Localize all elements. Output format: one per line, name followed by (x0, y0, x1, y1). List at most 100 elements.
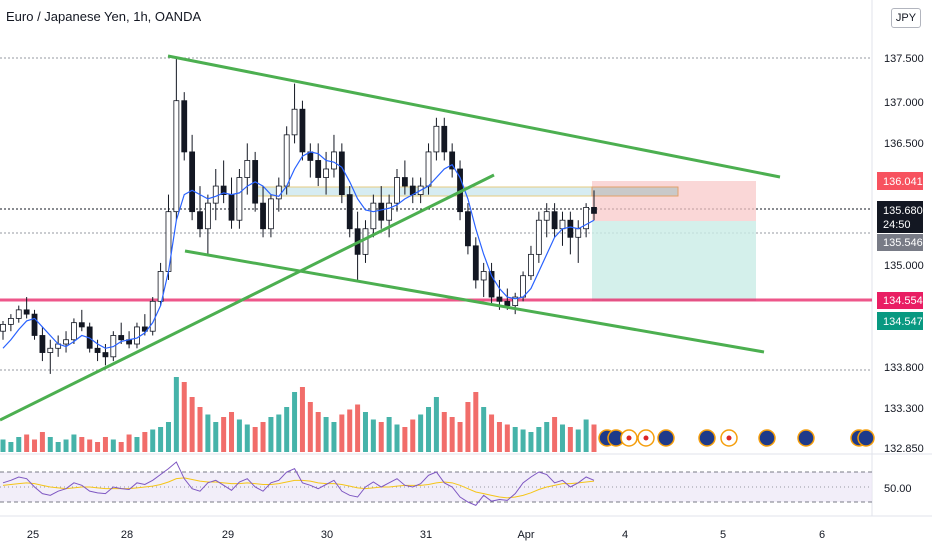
event-flag-icon-eu[interactable] (797, 429, 815, 447)
stop-price-badge (877, 172, 923, 190)
candle-body (118, 335, 125, 341)
stop-price-label: 136.041 (883, 176, 923, 188)
event-flag-icon-eu[interactable] (657, 429, 675, 447)
volume-bar (292, 392, 298, 452)
volume-bar (79, 437, 85, 452)
events-row[interactable] (598, 429, 875, 447)
currency-button[interactable]: JPY (891, 8, 921, 28)
volume-bar (118, 442, 124, 452)
event-flag-icon-eu[interactable] (758, 429, 776, 447)
volume-bar (315, 412, 321, 452)
y-tick-label: 132.850 (884, 443, 924, 455)
x-tick-label: 5 (720, 529, 726, 541)
candle-body (331, 151, 337, 170)
line-price-badge (877, 292, 923, 309)
volume-bar (87, 439, 93, 452)
candle-body (23, 309, 30, 315)
take-profit-zone[interactable] (592, 221, 756, 301)
candle-body (220, 185, 227, 196)
upper-channel-line[interactable] (167, 54, 781, 179)
candle-body (283, 134, 290, 187)
x-tick-label: 31 (420, 529, 432, 541)
candle-body (338, 151, 345, 196)
volume-bar (355, 404, 361, 452)
candle-body (268, 198, 274, 230)
volume-bar (520, 429, 526, 452)
y-tick-label: 135.000 (884, 260, 924, 272)
candle-body (551, 211, 558, 230)
volume-bar (433, 397, 439, 452)
candle-body (0, 323, 6, 332)
time-axis[interactable]: 25 28 29 30 31 Apr 4 5 6 (27, 529, 825, 541)
candle-body (260, 202, 266, 230)
target-price-label: 134.547 (883, 316, 923, 328)
volume-bar (165, 422, 171, 452)
volume-bar (0, 439, 6, 452)
candle-body (71, 322, 77, 341)
candle-body (275, 185, 282, 200)
volume-bar (418, 414, 424, 452)
volume-bar (473, 392, 479, 452)
price-axis[interactable]: 137.500 137.000 136.500 135.000 133.800 … (884, 53, 924, 495)
volume-bar (481, 407, 487, 452)
volume-bar (189, 397, 195, 452)
last-price-badge (877, 201, 923, 233)
candle-body (7, 317, 14, 325)
volume-bar (71, 434, 77, 452)
volume-bar (347, 409, 353, 452)
volume-bar (559, 424, 565, 452)
line-price-label: 134.554 (883, 295, 923, 307)
event-flag-icon-eu[interactable] (857, 429, 875, 447)
candle-body (401, 177, 408, 187)
volume-bar (402, 427, 408, 452)
ascending-trend-line[interactable] (0, 173, 495, 422)
candle-body (236, 177, 243, 221)
candle-body (575, 228, 582, 238)
volume-bar (386, 417, 392, 452)
volume-bar (244, 424, 250, 452)
candle-body (520, 275, 526, 298)
candle-body (189, 151, 196, 213)
volume-bar (158, 427, 164, 452)
volume-bar (134, 437, 140, 452)
volume-bar (299, 387, 305, 452)
volume-bar (378, 422, 384, 452)
candle-body (78, 322, 85, 328)
candle-body (480, 271, 487, 281)
volume-bar (394, 424, 400, 452)
volume-bar (528, 432, 534, 452)
candle-body (173, 100, 180, 213)
volume-bar (544, 422, 550, 452)
candle-body (47, 347, 54, 353)
volume-bar (205, 414, 211, 452)
candle-body (39, 335, 46, 353)
resistance-zone-extension[interactable] (591, 186, 679, 197)
candle-body (449, 151, 456, 170)
candle-body (535, 219, 542, 255)
candle-body (102, 352, 109, 358)
volume-bar (268, 417, 274, 452)
volume-bar (331, 422, 337, 452)
volume-bar (63, 439, 69, 452)
candle-body (346, 194, 353, 230)
candle-body (472, 245, 479, 281)
candle-body (94, 347, 101, 353)
volume-bar (197, 407, 203, 452)
volume-bar (16, 437, 22, 452)
y-tick-label: 136.500 (884, 138, 924, 150)
volume-bar (260, 422, 266, 452)
volume-bar (229, 412, 235, 452)
candle-body (583, 207, 590, 230)
volume-bar (567, 427, 573, 452)
lower-channel-line[interactable] (184, 249, 765, 354)
event-flag-icon-eu[interactable] (698, 429, 716, 447)
volume-bar (457, 422, 463, 452)
candle-body (512, 296, 519, 306)
volume-bar (95, 442, 101, 452)
candle-body (433, 125, 440, 153)
volume-bar (252, 427, 258, 452)
volume-bar (307, 402, 313, 452)
countdown-label: 24:50 (883, 219, 911, 231)
